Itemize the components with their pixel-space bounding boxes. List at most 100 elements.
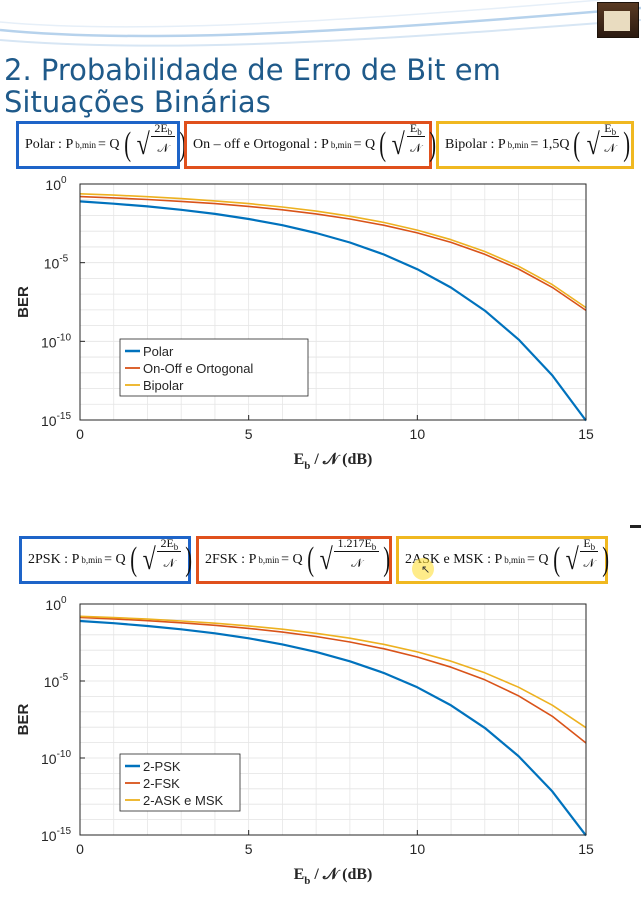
formula-label: 2PSK : P: [28, 552, 80, 567]
x-label-rest: / 𝒩 (dB): [310, 451, 372, 468]
formula-subscript: b,min: [507, 140, 529, 150]
legend-box: [119, 338, 309, 397]
y-tick-exponent: -5: [59, 672, 68, 683]
y-tick-exponent: -15: [57, 826, 72, 837]
formula-numerator: Eb: [583, 535, 596, 552]
legend-label: 2-FSK: [143, 776, 180, 791]
formula-denominator: 𝒩: [583, 555, 596, 570]
x-tick-label: 15: [578, 841, 594, 857]
y-tick-exponent: 0: [61, 175, 67, 186]
x-tick-label: 0: [76, 426, 84, 442]
y-tick-label: 10-10: [41, 749, 71, 767]
formula-denominator: 𝒩: [410, 140, 422, 155]
formula-subscript: b,min: [75, 140, 96, 150]
y-tick-exponent: -10: [57, 749, 72, 760]
formula-subscript: b,min: [81, 555, 103, 565]
legend-label: 2-PSK: [143, 759, 181, 774]
formula-denominator: 𝒩: [163, 555, 176, 570]
x-label-main: E: [294, 451, 305, 468]
formula-subscript: b,min: [330, 140, 352, 150]
formula-denominator: 𝒩: [351, 555, 363, 570]
formula-denominator: 𝒩: [604, 140, 616, 155]
legend: 2-PSK 2-FSK 2-ASK e MSK: [119, 753, 241, 812]
legend: Polar On-Off e Ortogonal Bipolar: [119, 338, 309, 397]
series-line-bipolar: [79, 193, 587, 309]
formula-label: Bipolar : P: [445, 137, 506, 152]
ber-chart-bottom: 0 5 10 15 100 10-5 10-10 10-15 BER Eb / 𝒩 (dB) 2-P…: [15, 595, 594, 887]
y-axis-label: BER: [15, 703, 32, 735]
axes-frame: [79, 183, 587, 421]
formula-subscript: b,min: [504, 555, 526, 565]
legend-label: On-Off e Ortogonal: [143, 361, 253, 376]
formula-numerator: Eb: [409, 120, 422, 137]
edge-mark: [630, 525, 641, 528]
cursor-icon: ↖: [421, 564, 431, 576]
formula-operator: = Q: [281, 552, 303, 567]
series-line-on-off-e-ortogonal: [79, 195, 587, 312]
formula-fraction: 𝒩 Eb: [601, 121, 620, 155]
formula-subscript: b,min: [258, 555, 280, 565]
formula-fraction: 𝒩 2Eb: [157, 536, 182, 570]
y-tick-label: 10-5: [44, 254, 69, 272]
ber-chart-top: 0 5 10 15 100 10-5 10-10 10-15 BER Eb / 𝒩 (dB) Pol…: [15, 175, 594, 472]
legend-label: Polar: [143, 344, 174, 359]
y-tick-exponent: -5: [59, 254, 68, 265]
formula-fraction: 𝒩 2Eb: [151, 121, 176, 155]
x-tick-label: 10: [410, 426, 426, 442]
y-tick-label: 10-5: [44, 672, 69, 690]
formula-numerator: 2Eb: [154, 120, 173, 137]
y-tick-label: 100: [45, 595, 67, 613]
book-icon: [597, 2, 639, 38]
formula-numerator: Eb: [604, 120, 617, 137]
x-tick-label: 15: [578, 426, 594, 442]
axes-frame: [79, 603, 587, 836]
series-line-polar: [79, 200, 587, 422]
series-line-2-psk: [79, 619, 587, 837]
cursor-highlight: [412, 558, 434, 580]
formula-numerator: 2Eb: [160, 535, 179, 552]
formula-fraction: 𝒩 Eb: [580, 536, 599, 570]
formula-fraction: 𝒩 Eb: [406, 121, 425, 155]
formula-denominator: 𝒩: [157, 140, 169, 155]
legend-label: 2-ASK e MSK: [143, 793, 224, 808]
formula-operator: = Q: [527, 552, 549, 567]
x-axis-label: Eb / 𝒩 (dB): [294, 866, 373, 887]
legend-label: Bipolar: [143, 378, 184, 393]
x-label-sub: b: [304, 875, 310, 887]
x-tick-label: 5: [245, 841, 253, 857]
formula-fraction: 𝒩 1.217Eb: [334, 536, 380, 570]
formula-numerator: 1.217Eb: [337, 535, 377, 552]
y-tick-exponent: 0: [61, 595, 67, 606]
x-axis-label: Eb / 𝒩 (dB): [294, 451, 373, 472]
x-label-main: E: [294, 866, 305, 883]
series-line-2-ask-e-msk: [79, 615, 587, 729]
x-tick-label: 5: [245, 426, 253, 442]
formula-operator: = Q: [104, 552, 126, 567]
y-tick-label: 100: [45, 175, 67, 193]
formula-operator: = Q: [353, 137, 376, 152]
y-axis-label: BER: [15, 286, 32, 318]
y-tick-label: 10-10: [41, 332, 71, 350]
formula-label: Polar : P: [25, 137, 74, 152]
y-tick-label: 10-15: [41, 411, 71, 429]
y-tick-exponent: -15: [57, 411, 72, 422]
series-line-2-fsk: [79, 616, 587, 744]
formula-operator: = Q: [98, 137, 120, 152]
formula-label: On – off e Ortogonal : P: [193, 137, 329, 152]
y-tick-label: 10-15: [41, 826, 71, 844]
swoosh-decoration: [0, 0, 641, 47]
formula-label: 2FSK : P: [205, 552, 257, 567]
x-tick-label: 10: [410, 841, 426, 857]
y-tick-exponent: -10: [57, 332, 72, 343]
page-title: 2. Probabilidade de Erro de Bit em Situa…: [4, 53, 501, 119]
x-label-sub: b: [304, 460, 310, 472]
x-label-rest: / 𝒩 (dB): [310, 866, 372, 883]
formula-operator: = 1,5Q: [530, 137, 570, 152]
x-tick-label: 0: [76, 841, 84, 857]
